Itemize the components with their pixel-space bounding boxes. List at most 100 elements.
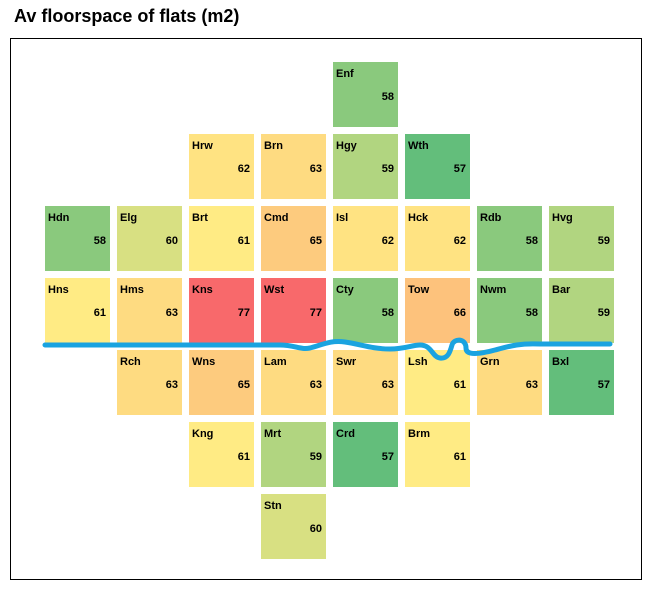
tile-value-label: 58 xyxy=(382,91,394,103)
tile-value-label: 62 xyxy=(382,235,394,247)
tile-value-label: 63 xyxy=(166,307,178,319)
tile-rect xyxy=(333,62,398,127)
tile-code-label: Enf xyxy=(336,68,354,80)
tile-isl: Isl 62 xyxy=(333,206,398,271)
tile-value-label: 57 xyxy=(598,379,610,391)
tile-rect xyxy=(405,278,470,343)
tile-hrw: Hrw 62 xyxy=(189,134,254,199)
tile-rect xyxy=(189,206,254,271)
tile-wst: Wst 77 xyxy=(261,278,326,343)
tile-rect xyxy=(189,278,254,343)
tile-value-label: 58 xyxy=(382,307,394,319)
tile-value-label: 62 xyxy=(454,235,466,247)
tile-value-label: 58 xyxy=(526,235,538,247)
river-thames xyxy=(42,337,613,361)
tile-value-label: 65 xyxy=(310,235,322,247)
tile-code-label: Kns xyxy=(192,284,213,296)
tile-code-label: Lsh xyxy=(408,356,428,368)
tile-crd: Crd 57 xyxy=(333,422,398,487)
tile-cmd: Cmd 65 xyxy=(261,206,326,271)
tile-grn: Grn 63 xyxy=(477,350,542,415)
tile-value-label: 60 xyxy=(166,235,178,247)
tile-enf: Enf 58 xyxy=(333,62,398,127)
tile-rect xyxy=(261,134,326,199)
tile-code-label: Brt xyxy=(192,212,208,224)
tile-rect xyxy=(477,278,542,343)
tile-rect xyxy=(549,278,614,343)
tile-brm: Brm 61 xyxy=(405,422,470,487)
tile-rect xyxy=(333,134,398,199)
tile-rect xyxy=(45,206,110,271)
tile-rect xyxy=(405,350,470,415)
tile-nwm: Nwm 58 xyxy=(477,278,542,343)
tile-brn: Brn 63 xyxy=(261,134,326,199)
tile-code-label: Hdn xyxy=(48,212,70,224)
tile-lam: Lam 63 xyxy=(261,350,326,415)
tiles-layer: Enf 58 Hrw 62 Brn 63 Hgy 59 Wth 57 Hdn 58 Elg 60 Brt 61… xyxy=(45,62,614,559)
tile-bar: Bar 59 xyxy=(549,278,614,343)
tile-rect xyxy=(261,422,326,487)
tile-code-label: Hns xyxy=(48,284,69,296)
tile-mrt: Mrt 59 xyxy=(261,422,326,487)
tile-value-label: 61 xyxy=(94,307,106,319)
tile-value-label: 62 xyxy=(238,163,250,175)
tile-hns: Hns 61 xyxy=(45,278,110,343)
tile-hdn: Hdn 58 xyxy=(45,206,110,271)
tile-code-label: Mrt xyxy=(264,428,281,440)
tile-hms: Hms 63 xyxy=(117,278,182,343)
tile-rect xyxy=(333,422,398,487)
tile-value-label: 60 xyxy=(310,523,322,535)
tile-value-label: 63 xyxy=(310,379,322,391)
tile-stn: Stn 60 xyxy=(261,494,326,559)
tile-code-label: Swr xyxy=(336,356,357,368)
tile-value-label: 66 xyxy=(454,307,466,319)
tile-value-label: 57 xyxy=(454,163,466,175)
tile-kng: Kng 61 xyxy=(189,422,254,487)
tile-hgy: Hgy 59 xyxy=(333,134,398,199)
tile-rect xyxy=(189,350,254,415)
tile-wth: Wth 57 xyxy=(405,134,470,199)
tile-code-label: Tow xyxy=(408,284,430,296)
tile-code-label: Bar xyxy=(552,284,571,296)
tile-value-label: 63 xyxy=(526,379,538,391)
tile-code-label: Brm xyxy=(408,428,430,440)
tile-rect xyxy=(405,422,470,487)
tile-rect xyxy=(549,206,614,271)
tile-value-label: 59 xyxy=(598,235,610,247)
tile-rect xyxy=(333,278,398,343)
tile-hck: Hck 62 xyxy=(405,206,470,271)
tile-code-label: Bxl xyxy=(552,356,569,368)
tile-code-label: Hrw xyxy=(192,140,213,152)
tile-code-label: Stn xyxy=(264,500,282,512)
tile-rect xyxy=(117,278,182,343)
tile-rect xyxy=(549,350,614,415)
tile-rdb: Rdb 58 xyxy=(477,206,542,271)
tile-code-label: Hms xyxy=(120,284,144,296)
tile-rect xyxy=(261,350,326,415)
tile-code-label: Brn xyxy=(264,140,283,152)
tile-value-label: 61 xyxy=(238,235,250,247)
tile-rect xyxy=(333,206,398,271)
tile-code-label: Nwm xyxy=(480,284,507,296)
tile-cty: Cty 58 xyxy=(333,278,398,343)
tile-value-label: 59 xyxy=(310,451,322,463)
tile-value-label: 63 xyxy=(310,163,322,175)
tile-code-label: Grn xyxy=(480,356,500,368)
tile-hvg: Hvg 59 xyxy=(549,206,614,271)
tile-wns: Wns 65 xyxy=(189,350,254,415)
tile-value-label: 63 xyxy=(166,379,178,391)
tile-value-label: 63 xyxy=(382,379,394,391)
tile-code-label: Rch xyxy=(120,356,141,368)
tile-rch: Rch 63 xyxy=(117,350,182,415)
tile-code-label: Elg xyxy=(120,212,137,224)
tile-value-label: 61 xyxy=(454,379,466,391)
tile-code-label: Cty xyxy=(336,284,355,296)
tile-rect xyxy=(261,494,326,559)
tile-rect xyxy=(117,350,182,415)
tile-value-label: 57 xyxy=(382,451,394,463)
tile-kns: Kns 77 xyxy=(189,278,254,343)
tile-code-label: Crd xyxy=(336,428,355,440)
tile-value-label: 59 xyxy=(382,163,394,175)
tile-rect xyxy=(189,134,254,199)
